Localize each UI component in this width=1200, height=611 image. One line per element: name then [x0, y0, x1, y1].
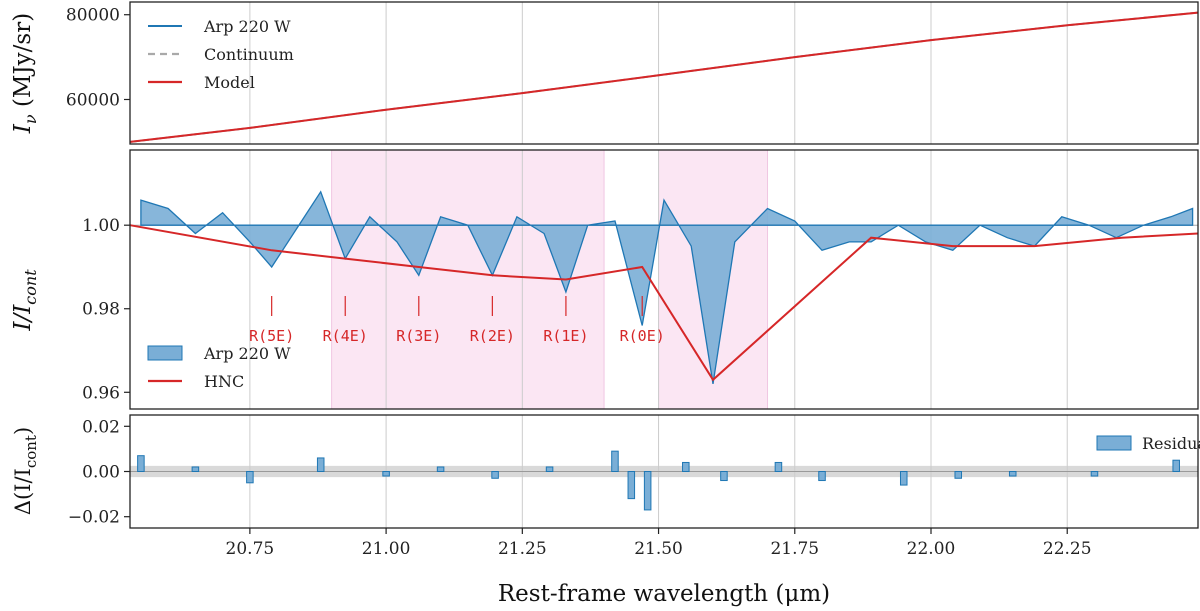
top-ytick-label: 60000 [66, 90, 120, 110]
residual-bar [191, 466, 200, 473]
panel-top-spectrum: 60000 80000 Iν (MJy/sr) Arp 220 W Continu… [10, 1, 1199, 145]
top-ylabel-main: I [10, 123, 36, 134]
residual-bar [643, 471, 652, 511]
top-ylabel-sub: ν [21, 114, 40, 124]
legend-label-arp: Arp 220 W [203, 344, 291, 363]
residual-bar [246, 471, 254, 484]
legend-label-continuum: Continuum [204, 45, 294, 64]
x-tick-label: 22.25 [1043, 539, 1092, 559]
residual-bar [436, 466, 445, 473]
legend-label-residuals: Residuals [1142, 434, 1200, 453]
panel-bottom-residuals: −0.02 0.00 0.02 Δ(I/Icont) Residuals [11, 414, 1200, 529]
bottom-ylabel-main: Δ(I/I [11, 468, 35, 515]
x-tick-label: 21.25 [498, 539, 547, 559]
annotation-label: R(3E) [396, 327, 441, 345]
residual-bar [627, 471, 636, 500]
panel-middle-frame [129, 149, 1199, 410]
legend-label-model: Model [204, 73, 255, 92]
middle-ytick-label: 0.98 [82, 300, 120, 320]
annotation-label: R(0E) [620, 327, 665, 345]
annotation-label: R(4E) [323, 327, 368, 345]
residual-bar [1172, 459, 1180, 473]
bottom-ytick-label: 0.00 [82, 463, 120, 483]
residual-bar [382, 471, 390, 477]
x-axis-label: Rest-frame wavelength (μm) [498, 581, 830, 607]
middle-ylabel-sub: cont [21, 269, 40, 305]
panel-top-frame [129, 1, 1199, 145]
svg-text:Δ(I/Icont): Δ(I/Icont) [11, 427, 40, 515]
residual-bar [316, 457, 325, 473]
residual-bar [1008, 471, 1017, 477]
residual-bar [899, 471, 908, 486]
annotation-label: R(5E) [249, 327, 294, 345]
x-tick-label: 21.50 [634, 539, 683, 559]
svg-text:Iν (MJy/sr): Iν (MJy/sr) [10, 13, 40, 134]
residual-bar [720, 471, 728, 482]
residual-bar [1090, 471, 1099, 477]
x-tick-label: 21.75 [770, 539, 819, 559]
residual-bar [682, 461, 690, 472]
bottom-ytick-label: 0.02 [82, 417, 120, 437]
x-tick-label: 20.75 [226, 539, 275, 559]
residual-bar [954, 471, 963, 479]
series-hnc-line [129, 224, 1199, 382]
middle-y-axis-label: I/Icont [10, 269, 40, 332]
top-ytick-label: 80000 [66, 6, 120, 26]
svg-text:I/Icont: I/Icont [10, 269, 40, 332]
legend-bottom: Residuals [1096, 434, 1200, 453]
panel-middle-normalized: R(5E) R(4E) R(3E) R(2E) R(1E) R(0E) 0.96 0.98 1… [10, 149, 1199, 410]
residual-bar [818, 471, 826, 482]
bottom-y-axis-label: Δ(I/Icont) [11, 427, 40, 515]
x-tick-label: 22.00 [907, 539, 956, 559]
legend-swatch-arp [147, 345, 183, 361]
middle-ytick-label: 1.00 [82, 216, 120, 236]
bottom-ylabel-sub: cont [22, 435, 40, 468]
x-tick-label: 21.00 [362, 539, 411, 559]
series-arp220w-step [140, 190, 1194, 385]
middle-ylabel-main: I/I [10, 304, 36, 332]
residual-bar [774, 461, 783, 472]
annotation-label: R(1E) [543, 327, 588, 345]
residual-bar [545, 466, 554, 473]
middle-ytick-label: 0.96 [82, 383, 120, 403]
residual-bar [137, 455, 145, 472]
series-model-line [129, 11, 1199, 143]
top-y-axis-label: Iν (MJy/sr) [10, 13, 40, 134]
legend-middle: Arp 220 W HNC [147, 344, 291, 391]
legend-swatch-residuals [1096, 435, 1132, 451]
legend-label-data: Arp 220 W [203, 17, 291, 36]
residual-bar [491, 471, 499, 479]
top-ylabel-unit: (MJy/sr) [10, 13, 36, 115]
bottom-ytick-label: −0.02 [68, 508, 120, 528]
legend-top: Arp 220 W Continuum Model [148, 17, 294, 92]
residual-bar [611, 450, 619, 473]
bottom-ylabel-tail: ) [11, 427, 35, 435]
annotation-label: R(2E) [470, 327, 515, 345]
legend-label-hnc: HNC [204, 372, 244, 391]
x-axis: 20.75 21.00 21.25 21.50 21.75 22.00 22.25 [226, 528, 1092, 559]
